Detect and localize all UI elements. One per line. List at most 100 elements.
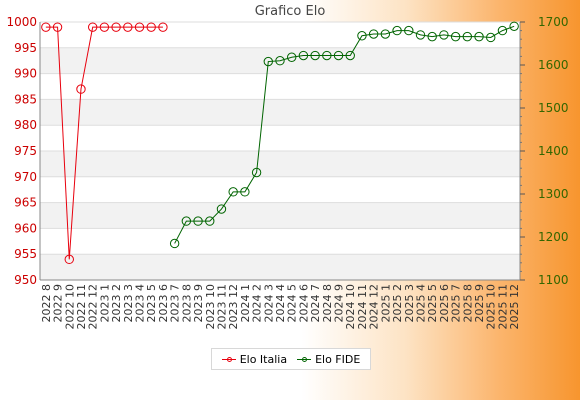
data-point-elo-italia bbox=[158, 22, 168, 32]
data-point-elo-italia bbox=[111, 22, 121, 32]
x-tick-label: 2024 2 bbox=[251, 284, 264, 323]
left-tick-label: 980 bbox=[14, 118, 37, 132]
x-tick-label: 2025 11 bbox=[496, 284, 509, 330]
x-tick-label: 2023 7 bbox=[169, 284, 182, 323]
right-tick-label: 1600 bbox=[538, 58, 569, 72]
grid-band bbox=[40, 151, 520, 177]
right-tick-label: 1400 bbox=[538, 144, 569, 158]
x-tick-label: 2022 8 bbox=[40, 284, 53, 323]
right-tick-label: 1200 bbox=[538, 230, 569, 244]
x-tick-label: 2024 8 bbox=[321, 284, 334, 323]
x-tick-label: 2024 9 bbox=[333, 284, 346, 323]
legend-item-elo-fide[interactable]: Elo FIDE bbox=[297, 353, 360, 366]
data-point-elo-fide bbox=[205, 216, 215, 226]
legend-marker-elo-italia bbox=[221, 354, 236, 364]
x-tick-label: 2023 11 bbox=[215, 284, 228, 330]
right-tick-label: 1300 bbox=[538, 187, 569, 201]
left-tick-label: 950 bbox=[14, 273, 37, 287]
legend-label-elo-fide: Elo FIDE bbox=[315, 352, 361, 366]
data-point-elo-italia bbox=[99, 22, 110, 32]
x-tick-label: 2022 11 bbox=[75, 284, 88, 330]
data-point-elo-fide bbox=[486, 32, 496, 43]
grid-band bbox=[40, 202, 520, 229]
legend-item-elo-italia[interactable]: Elo Italia bbox=[221, 352, 288, 366]
data-point-elo-fide bbox=[345, 50, 355, 61]
data-point-elo-fide bbox=[333, 50, 344, 61]
data-point-elo-fide bbox=[497, 25, 508, 36]
x-tick-label: 2023 5 bbox=[145, 284, 158, 323]
x-tick-label: 2024 7 bbox=[309, 284, 322, 323]
x-tick-label: 2024 10 bbox=[344, 284, 357, 330]
data-point-elo-fide bbox=[462, 31, 473, 42]
data-point-elo-fide bbox=[392, 25, 402, 36]
data-point-elo-italia bbox=[87, 22, 98, 32]
x-tick-label: 2025 1 bbox=[379, 284, 392, 323]
x-tick-label: 2024 5 bbox=[286, 284, 299, 323]
x-tick-label: 2024 3 bbox=[262, 284, 275, 323]
x-tick-label: 2025 5 bbox=[426, 284, 439, 323]
x-tick-label: 2023 2 bbox=[110, 284, 123, 323]
data-point-elo-fide bbox=[322, 50, 332, 61]
data-point-elo-fide bbox=[357, 31, 367, 41]
x-tick-label: 2024 6 bbox=[297, 284, 310, 323]
x-tick-label: 2024 12 bbox=[368, 284, 381, 330]
grid-band bbox=[40, 99, 520, 126]
x-tick-label: 2025 8 bbox=[461, 284, 474, 323]
data-point-elo-fide bbox=[427, 31, 437, 42]
data-point-elo-fide bbox=[298, 50, 309, 61]
left-tick-label: 990 bbox=[14, 67, 37, 81]
left-tick-label: 965 bbox=[14, 196, 37, 210]
data-point-elo-fide bbox=[263, 56, 273, 67]
x-tick-label: 2024 11 bbox=[356, 284, 369, 330]
data-point-elo-fide bbox=[216, 204, 227, 214]
x-tick-label: 2025 4 bbox=[414, 284, 427, 323]
data-point-elo-fide bbox=[415, 30, 426, 40]
x-tick-label: 2025 2 bbox=[391, 284, 404, 323]
grid-band bbox=[40, 254, 520, 280]
x-tick-label: 2023 1 bbox=[98, 284, 111, 323]
data-point-elo-fide bbox=[509, 21, 519, 31]
legend-label-elo-italia: Elo Italia bbox=[239, 352, 288, 366]
x-tick-label: 2023 8 bbox=[180, 284, 193, 323]
left-tick-label: 955 bbox=[14, 247, 37, 261]
left-tick-label: 1000 bbox=[6, 15, 37, 29]
data-point-elo-italia bbox=[146, 22, 156, 32]
data-point-elo-italia bbox=[76, 84, 86, 94]
x-tick-label: 2023 10 bbox=[204, 284, 217, 330]
x-tick-label: 2025 10 bbox=[485, 284, 498, 330]
x-tick-label: 2025 12 bbox=[508, 284, 521, 330]
left-tick-label: 985 bbox=[14, 92, 37, 106]
x-tick-label: 2023 4 bbox=[134, 284, 147, 323]
left-tick-label: 970 bbox=[14, 170, 37, 184]
x-tick-label: 2023 9 bbox=[192, 284, 205, 323]
data-point-elo-fide bbox=[193, 216, 203, 226]
data-point-elo-italia bbox=[134, 22, 145, 32]
x-tick-label: 2025 9 bbox=[473, 284, 486, 323]
data-point-elo-italia bbox=[64, 254, 74, 265]
right-tick-label: 1100 bbox=[538, 273, 569, 287]
right-tick-label: 1700 bbox=[538, 15, 569, 29]
data-point-elo-fide bbox=[450, 31, 461, 42]
x-tick-label: 2025 6 bbox=[438, 284, 451, 323]
x-tick-label: 2023 6 bbox=[157, 284, 170, 323]
data-point-elo-fide bbox=[240, 187, 250, 197]
data-point-elo-fide bbox=[439, 30, 449, 40]
x-tick-label: 2025 3 bbox=[403, 284, 416, 323]
data-point-elo-fide bbox=[404, 25, 414, 36]
x-tick-label: 2022 12 bbox=[87, 284, 100, 330]
x-tick-label: 2022 9 bbox=[52, 284, 65, 323]
x-tick-label: 2025 7 bbox=[450, 284, 463, 323]
data-point-elo-italia bbox=[52, 22, 63, 32]
x-tick-label: 2023 3 bbox=[122, 284, 135, 323]
data-point-elo-fide bbox=[310, 50, 320, 61]
x-tick-label: 2024 1 bbox=[239, 284, 252, 323]
left-tick-label: 995 bbox=[14, 41, 37, 55]
legend: Elo Italia Elo FIDE bbox=[211, 348, 371, 370]
right-tick-label: 1500 bbox=[538, 101, 569, 115]
data-point-elo-italia bbox=[123, 22, 133, 32]
series-line-elo-fide bbox=[174, 25, 515, 244]
left-tick-label: 960 bbox=[14, 221, 37, 235]
data-point-elo-fide bbox=[251, 167, 262, 178]
